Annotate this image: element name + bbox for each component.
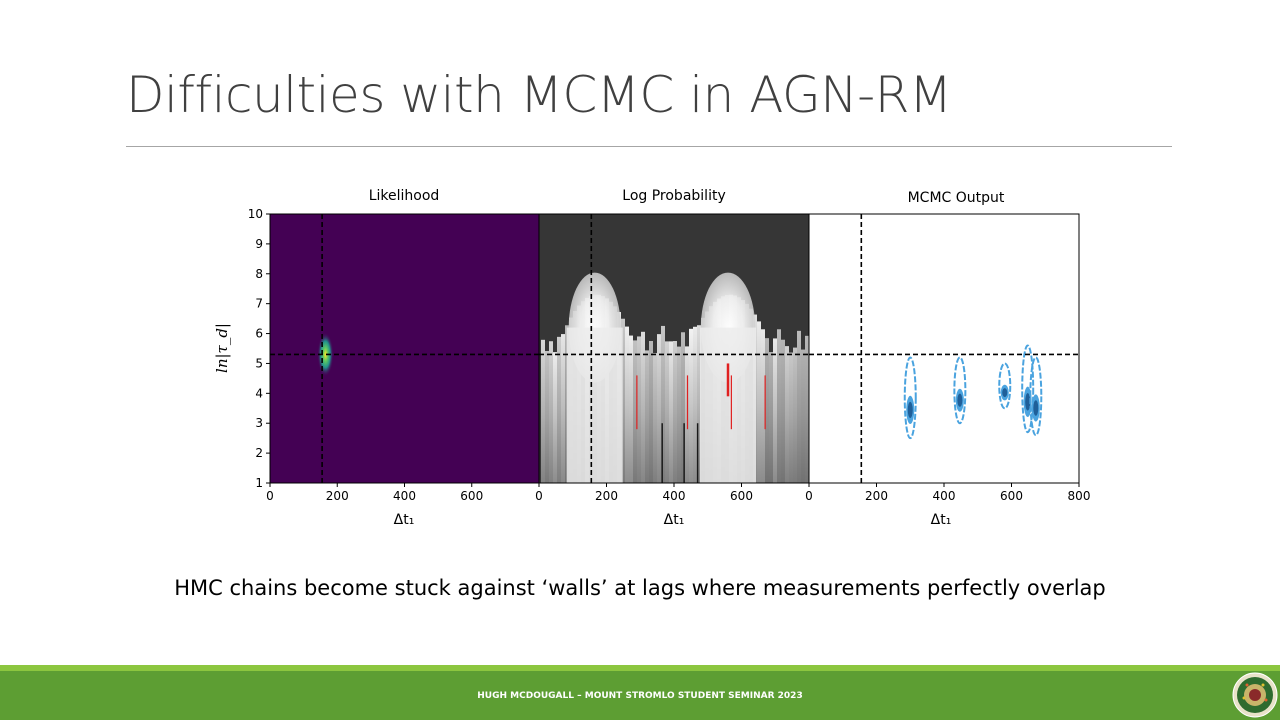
logprob-stripe — [697, 325, 701, 483]
logprob-stripe — [797, 330, 801, 483]
logprob-stripe — [633, 340, 637, 483]
logprob-stripe — [681, 332, 685, 483]
footer-accent-line — [0, 665, 1280, 671]
mcmc-contour-outer — [903, 356, 917, 440]
y-tick-label: 8 — [255, 267, 263, 281]
y-tick-label: 3 — [255, 416, 263, 430]
logprob-stripe — [637, 336, 641, 483]
logprob-stripe — [677, 346, 681, 483]
likelihood-title: Likelihood — [369, 188, 440, 204]
logprob-stripe — [801, 349, 805, 483]
footer-bar — [0, 671, 1280, 720]
y-tick-label: 6 — [255, 327, 263, 341]
logprob-stripe — [777, 329, 781, 483]
logprob-stripe — [661, 325, 665, 483]
x-tick-label: 200 — [595, 489, 618, 503]
mcmc-contour-outer — [1021, 344, 1035, 434]
x-tick-label: 600 — [460, 489, 483, 503]
logprob-stripe — [793, 347, 797, 483]
slide-title: Difficulties with MCMC in AGN-RM — [126, 66, 952, 124]
logprob-stripe — [673, 341, 677, 483]
x-tick-label: 600 — [1000, 489, 1023, 503]
y-tick-label: 7 — [255, 297, 263, 311]
logprob-high-column — [566, 327, 623, 483]
logprob-stripe — [669, 341, 673, 483]
mcmc-contour-outer — [1029, 356, 1043, 437]
logprob-stripe — [757, 321, 761, 483]
slide-caption: HMC chains become stuck against ‘walls’ … — [174, 576, 1106, 600]
mcmc-figure: Likelihood Log Probability MCMC Output Δ… — [213, 188, 1091, 528]
mcmc-background — [809, 214, 1079, 483]
logprob-stripe — [773, 338, 777, 483]
x-tick-label: 200 — [865, 489, 888, 503]
logprob-stripe — [645, 350, 649, 483]
likelihood-background — [270, 214, 539, 483]
mcmc-contour-inner — [1033, 400, 1039, 416]
logprob-stripe — [553, 352, 557, 483]
logprob-stripe — [789, 352, 793, 483]
mcmc-contour-inner — [907, 401, 913, 418]
x-tick-label: 400 — [663, 489, 686, 503]
logprob-stripe — [561, 334, 565, 483]
logprob-stripe — [693, 326, 697, 483]
logprob-stripe — [657, 334, 661, 483]
likelihood-xlabel: Δt₁ — [394, 512, 415, 528]
mcmc-contour-outer — [998, 362, 1012, 410]
mcmc-contour-inner — [957, 393, 963, 407]
x-tick-label: 0 — [535, 489, 543, 503]
logprob-stripe — [781, 339, 785, 483]
x-tick-label: 400 — [393, 489, 416, 503]
logprob-stripe — [649, 341, 653, 483]
mcmc-contour-inner — [1025, 393, 1031, 411]
y-tick-label: 10 — [248, 207, 263, 221]
logprob-stripe — [665, 341, 669, 483]
likelihood-panel — [269, 213, 540, 484]
mcmc-title: MCMC Output — [908, 190, 1005, 206]
logprob-stripe — [653, 353, 657, 483]
logprob-stripe — [805, 335, 809, 483]
logprob-stripe — [557, 336, 561, 483]
logprob-stripe — [641, 331, 645, 483]
likelihood-ylabel: ln|τ_d| — [213, 323, 231, 373]
y-tick-label: 2 — [255, 446, 263, 460]
logprob-stripe — [541, 339, 545, 483]
x-tick-label: 0 — [266, 489, 274, 503]
logprob-stripe — [549, 341, 553, 483]
x-tick-label: 200 — [326, 489, 349, 503]
university-seal-icon — [1232, 672, 1278, 718]
logprob-high-column — [700, 327, 756, 483]
logprob-title: Log Probability — [622, 188, 725, 204]
y-tick-label: 9 — [255, 237, 263, 251]
logprob-panel — [538, 213, 810, 484]
logprob-stripe — [621, 318, 625, 483]
logprob-stripe — [689, 328, 693, 483]
footer-text: HUGH MCDOUGALL – MOUNT STROMLO STUDENT S… — [477, 691, 803, 701]
mcmc-xlabel: Δt₁ — [931, 512, 952, 528]
y-tick-label: 5 — [255, 356, 263, 370]
logprob-xlabel: Δt₁ — [664, 512, 685, 528]
title-divider — [126, 146, 1172, 147]
x-tick-label: 0 — [805, 489, 813, 503]
logprob-stripe — [769, 352, 773, 483]
logprob-stripe — [765, 338, 769, 483]
mcmc-contour-inner — [1002, 388, 1008, 398]
mcmc-contour-outer — [953, 356, 967, 425]
logprob-stripe — [625, 326, 629, 483]
y-tick-label: 4 — [255, 386, 263, 400]
y-tick-label: 1 — [255, 476, 263, 490]
logprob-stripe — [629, 335, 633, 483]
mcmc-output-panel — [808, 213, 1080, 484]
x-tick-label: 600 — [730, 489, 753, 503]
x-tick-label: 800 — [1068, 489, 1091, 503]
x-tick-label: 400 — [933, 489, 956, 503]
logprob-stripe — [785, 346, 789, 483]
logprob-stripe — [761, 329, 765, 483]
logprob-stripe — [545, 351, 549, 483]
